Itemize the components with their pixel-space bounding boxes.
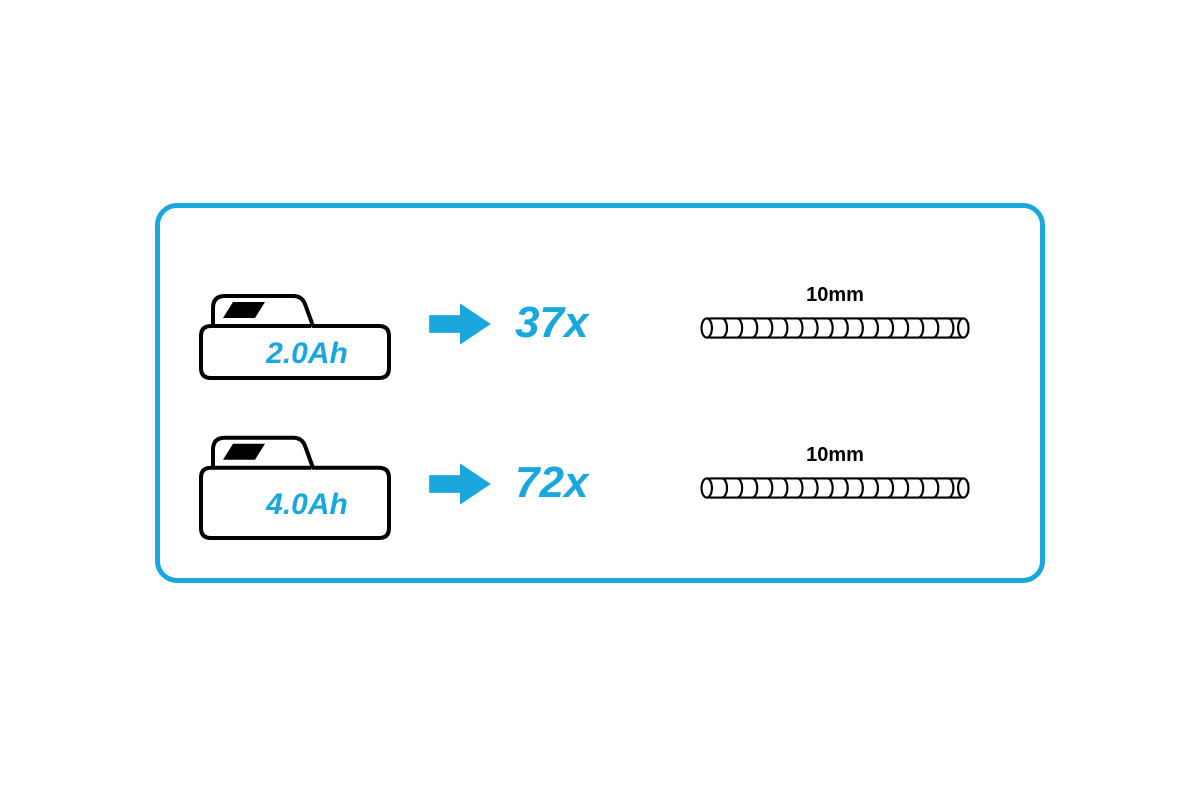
svg-text:4.0Ah: 4.0Ah — [265, 487, 348, 520]
arrow-right-icon — [425, 300, 495, 353]
capacity-row: 2.0Ah2.0Ah37x10mm — [160, 246, 1040, 401]
rebar-size-label: 10mm — [685, 284, 985, 307]
battery-icon: 2.0Ah — [195, 262, 395, 391]
rebar-icon — [685, 475, 985, 506]
battery-icon: 4.0Ah — [195, 422, 395, 551]
cut-count: 37x — [515, 298, 588, 348]
capacity-row: 4.0Ah4.0Ah72x10mm — [160, 406, 1040, 561]
rebar-size-label: 10mm — [685, 444, 985, 467]
capacity-panel: 2.0Ah2.0Ah37x10mm4.0Ah4.0Ah72x10mm — [155, 203, 1045, 583]
rebar-icon — [685, 315, 985, 346]
svg-text:2.0Ah: 2.0Ah — [265, 337, 348, 370]
arrow-right-icon — [425, 460, 495, 513]
cut-count: 72x — [515, 458, 588, 508]
